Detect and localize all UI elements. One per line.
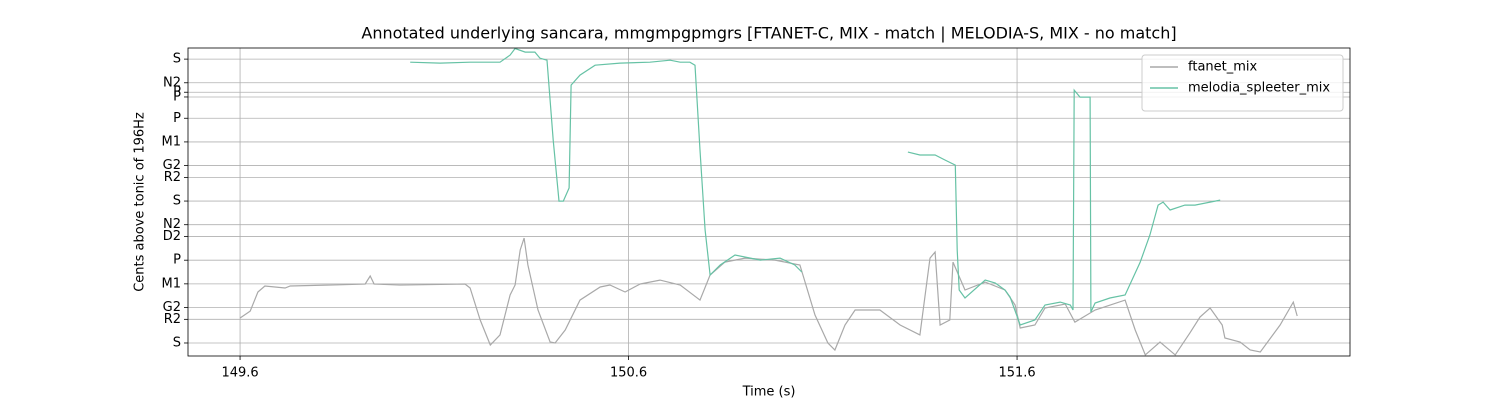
x-tick-label: 150.6	[610, 366, 647, 381]
plot-frame	[187, 47, 1351, 357]
y-axis-label: Cents above tonic of 196Hz	[133, 112, 148, 292]
y-tick-label: P	[173, 89, 181, 104]
y-tick-label: P	[173, 85, 181, 100]
y-tick-label: G2	[163, 158, 181, 173]
y-tick-label: N2	[163, 75, 181, 90]
y-tick-label: R2	[164, 170, 181, 185]
y-tick-label: M1	[162, 276, 182, 291]
y-tick-label: M1	[162, 134, 182, 149]
legend-box	[1141, 54, 1344, 112]
x-tick-label: 151.6	[998, 366, 1035, 381]
legend-label: ftanet_mix	[1188, 60, 1258, 75]
legend: ftanet_mix melodia_spleeter_mix	[1141, 54, 1344, 112]
data-line	[239, 237, 1298, 356]
y-tick-label: P	[173, 111, 181, 126]
y-tick-label: R2	[164, 312, 181, 327]
y-tick-label: N2	[163, 217, 181, 232]
y-tick-label: S	[173, 194, 181, 209]
y-tick-label: G2	[163, 300, 181, 315]
chart-title: Annotated underlying sancara, mmgmpgpmgr…	[361, 24, 1176, 43]
legend-label: melodia_spleeter_mix	[1188, 81, 1330, 96]
data-line	[410, 48, 1221, 326]
x-tick-label: 149.6	[221, 366, 258, 381]
y-tick-label: P	[173, 253, 181, 268]
y-tick-label: S	[173, 52, 181, 67]
y-tick-label: D2	[163, 229, 181, 244]
x-axis-label: Time (s)	[742, 385, 796, 400]
y-tick-label: S	[173, 335, 181, 350]
